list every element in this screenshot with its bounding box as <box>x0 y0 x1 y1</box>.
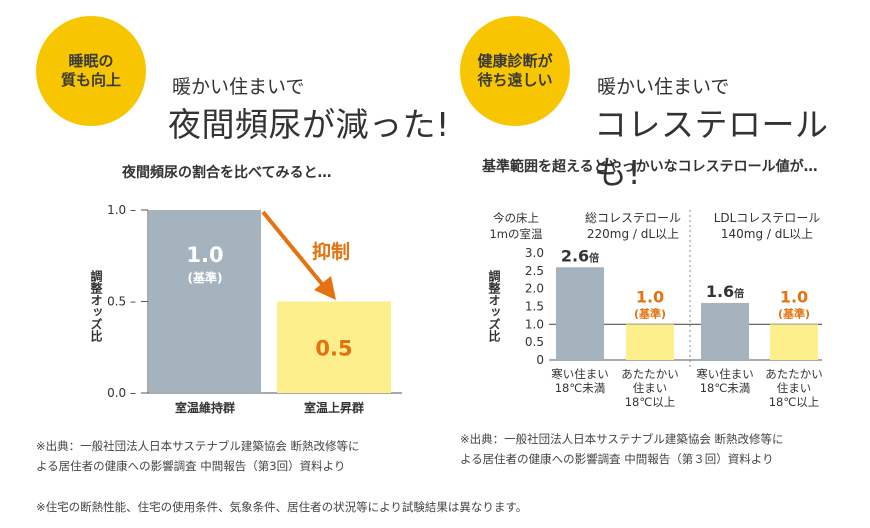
badge-health-check: 健康診断が 待ち遠しい <box>460 16 570 126</box>
right-y-tick-label: 0 <box>536 353 544 367</box>
category-label: 18℃以上 <box>625 395 676 409</box>
left-source-line2: よる居住者の健康への影響調査 中間報告（第3回）資料より <box>36 459 346 473</box>
category-label: 寒い住まい <box>551 367 609 381</box>
left-category-maintained: 室温維持群 <box>175 400 235 415</box>
category-label: あたたかい <box>621 367 679 381</box>
suppression-arrow <box>261 210 324 286</box>
group-title-line2: 140mg / dL以上 <box>721 227 813 241</box>
category-label: 18℃未満 <box>700 381 751 395</box>
right-ylabel: 調整オッズ比 <box>487 269 501 343</box>
left-source-note: ※出典：一般社団法人日本サステナブル建築協会 断熱改修等に よる居住者の健康への… <box>36 436 360 476</box>
suppression-arrow-head <box>314 276 336 300</box>
bar-cold-house <box>556 267 604 360</box>
right-source-line2: よる居住者の健康への影響調査 中間報告（第３回）資料より <box>460 452 774 466</box>
left-bar-raised-value: 0.5 <box>315 337 352 361</box>
badge-sleep: 睡眠の 質も向上 <box>36 16 146 126</box>
group-title-line1: LDLコレステロール <box>714 211 821 225</box>
right-y-tick-label: 2.5 <box>525 264 544 278</box>
bar-value-label: 1.0 <box>636 287 664 306</box>
left-bar-raised <box>277 301 391 393</box>
category-label: 住まい <box>633 381 668 395</box>
bar-sublabel: (基準) <box>778 306 810 320</box>
left-bar-maintained-sublabel: (基準) <box>188 270 223 285</box>
bar-warm-house <box>626 324 674 360</box>
left-bar-maintained-value: 1.0 <box>186 243 223 267</box>
suppression-label: 抑制 <box>312 240 350 263</box>
category-label: 18℃未満 <box>555 381 606 395</box>
left-subtitle: 夜間頻尿の割合を比べてみると… <box>122 165 332 181</box>
bar-value-label: 1.6倍 <box>706 282 744 301</box>
right-lead-text: 暖かい住まいで <box>597 76 730 98</box>
bar-sublabel: (基準) <box>634 306 666 320</box>
right-source-line1: ※出典：一般社団法人日本サステナブル建築協会 断熱改修等に <box>460 432 784 446</box>
bar-warm-house <box>770 324 818 360</box>
left-y-tick-label: 1.0 – <box>107 203 136 217</box>
group-title-line2: 220mg / dL以上 <box>587 227 679 241</box>
left-chart: 0.0 – 0.5 – 1.0 – 調整オッズ比 1.0 (基準) 0.5 室温維持… <box>89 203 402 415</box>
left-source-line1: ※出典：一般社団法人日本サステナブル建築協会 断熱改修等に <box>36 439 360 453</box>
category-label: あたたかい <box>765 367 823 381</box>
left-headline: 夜間頻尿が減った! <box>168 105 450 144</box>
left-y-tick-label: 0.5 – <box>107 295 136 309</box>
right-y-tick-label: 1.5 <box>525 300 544 314</box>
left-lead-text: 暖かい住まいで <box>172 76 305 98</box>
room-temp-label-line2: 1mの室温 <box>489 227 543 241</box>
right-y-tick-label: 3.0 <box>525 246 544 260</box>
right-y-tick-label: 2.0 <box>525 282 544 296</box>
left-y-tick-label: 0.0 – <box>107 386 136 400</box>
category-label: 住まい <box>777 381 812 395</box>
left-bar-maintained <box>149 210 261 393</box>
left-category-raised: 室温上昇群 <box>304 400 364 415</box>
bar-value-label: 2.6倍 <box>561 246 599 265</box>
right-source-note: ※出典：一般社団法人日本サステナブル建築協会 断熱改修等に よる居住者の健康への… <box>460 429 784 469</box>
right-y-tick-label: 1.0 <box>525 317 544 331</box>
group-title-line1: 総コレステロール <box>585 211 681 225</box>
right-subtitle: 基準範囲を超えるとやっかいなコレステロール値が… <box>482 159 818 175</box>
footer-disclaimer: ※住宅の断熱性能、住宅の使用条件、気象条件、居住者の状況等により試験結果は異なり… <box>36 500 528 514</box>
left-ylabel: 調整オッズ比 <box>89 269 103 343</box>
right-y-tick-label: 0.5 <box>525 335 544 349</box>
category-label: 18℃以上 <box>769 395 820 409</box>
category-label: 寒い住まい <box>696 367 754 381</box>
bar-value-label: 1.0 <box>780 287 808 306</box>
room-temp-label-line1: 今の床上 <box>493 211 539 225</box>
right-headline: コレステロールも! <box>594 105 829 192</box>
bar-cold-house <box>701 302 749 360</box>
